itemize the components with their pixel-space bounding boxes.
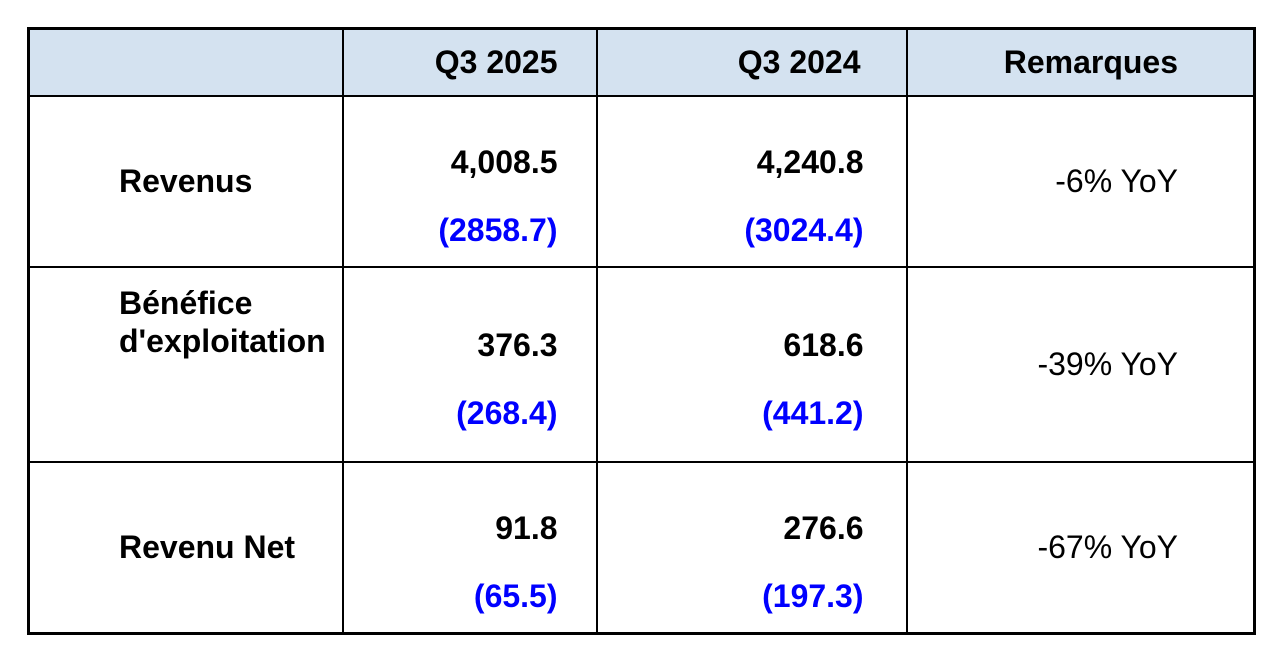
table-row-revenu-net: Revenu Net 91.8 (65.5) 276.6 (197.3) -67… [27, 460, 1256, 635]
benefice-q3-2025-cell: 376.3 (268.4) [341, 265, 598, 463]
value-primary: 4,240.8 [756, 144, 864, 180]
table-row-benefice-exploitation: Bénéfice d'exploitation 376.3 (268.4) 61… [27, 265, 1256, 463]
header-q3-2025: Q3 2025 [341, 27, 598, 97]
table-header-row: Q3 2025 Q3 2024 Remarques [27, 27, 1256, 97]
revenus-q3-2025-cell: 4,008.5 (2858.7) [341, 94, 598, 268]
value-stack: 4,240.8 (3024.4) [599, 114, 864, 248]
revenu-net-q3-2024-cell: 276.6 (197.3) [595, 460, 908, 635]
revenus-remark-cell: -6% YoY [905, 94, 1256, 268]
revenu-net-label-cell: Revenu Net [27, 460, 344, 635]
value-stack: 376.3 (268.4) [345, 297, 558, 431]
revenus-label-cell: Revenus [27, 94, 344, 268]
value-stack: 91.8 (65.5) [345, 480, 558, 615]
value-secondary: (268.4) [456, 395, 558, 431]
revenu-net-remark-cell: -67% YoY [905, 460, 1256, 635]
value-secondary: (197.3) [762, 578, 864, 615]
benefice-label-cell: Bénéfice d'exploitation [27, 265, 344, 463]
value-primary: 276.6 [783, 510, 864, 547]
value-primary: 618.6 [783, 327, 864, 363]
header-empty-cell [27, 27, 344, 97]
table-row-revenus: Revenus 4,008.5 (2858.7) 4,240.8 (3024.4… [27, 94, 1256, 268]
value-stack: 4,008.5 (2858.7) [345, 114, 558, 248]
header-q3-2024: Q3 2024 [595, 27, 908, 97]
value-secondary: (2858.7) [438, 212, 558, 248]
quarterly-results-table: Q3 2025 Q3 2024 Remarques Revenus 4,008.… [27, 27, 1256, 635]
value-secondary: (3024.4) [744, 212, 864, 248]
revenus-q3-2024-cell: 4,240.8 (3024.4) [595, 94, 908, 268]
value-primary: 376.3 [477, 327, 558, 363]
value-primary: 4,008.5 [450, 144, 558, 180]
value-primary: 91.8 [495, 510, 558, 547]
value-secondary: (65.5) [473, 578, 558, 615]
header-remarques: Remarques [905, 27, 1256, 97]
value-stack: 618.6 (441.2) [599, 297, 864, 431]
benefice-q3-2024-cell: 618.6 (441.2) [595, 265, 908, 463]
value-stack: 276.6 (197.3) [599, 480, 864, 615]
revenu-net-q3-2025-cell: 91.8 (65.5) [341, 460, 598, 635]
benefice-remark-cell: -39% YoY [905, 265, 1256, 463]
value-secondary: (441.2) [762, 395, 864, 431]
